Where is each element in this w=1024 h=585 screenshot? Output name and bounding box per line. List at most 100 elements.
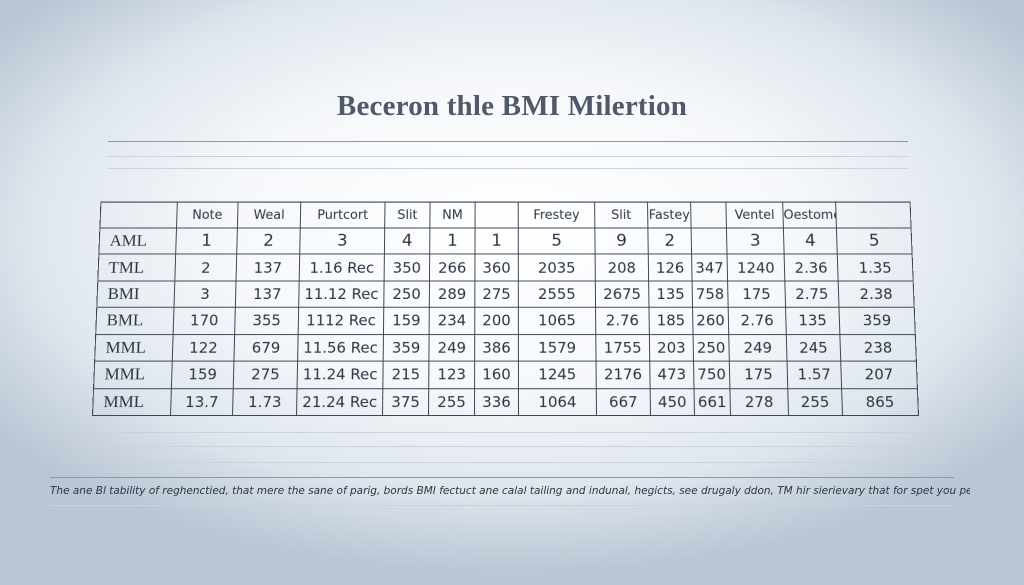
table-cell: 137 <box>236 254 300 281</box>
table-cell: 170 <box>173 308 235 335</box>
table-cell: 336 <box>475 388 519 415</box>
table-cell: 250 <box>384 281 430 308</box>
table-row: TML 2 137 1.16 Rec 350 266 360 2035 208 126 347 124… <box>98 254 913 281</box>
table-cell: 3 <box>300 228 385 254</box>
table-cell: 13.7 <box>171 388 234 415</box>
table-cell <box>691 228 727 254</box>
row-label: MML <box>95 334 173 361</box>
table-cell: 4 <box>783 228 837 254</box>
table-cell: 679 <box>234 334 298 361</box>
table-cell: 208 <box>595 254 649 281</box>
table-cell: 275 <box>475 281 519 308</box>
table-cell: 750 <box>694 361 730 388</box>
row-label: TML <box>98 254 176 281</box>
table-row: BML 170 355 1112 Rec 159 234 200 1065 2.76 185 260… <box>96 308 916 335</box>
column-header <box>691 202 727 228</box>
table-cell: 359 <box>839 308 915 335</box>
table-cell: 207 <box>841 361 918 388</box>
table-cell: 2.36 <box>784 254 838 281</box>
column-header <box>475 202 518 228</box>
table-cell: 266 <box>429 254 474 281</box>
table-cell: 347 <box>692 254 728 281</box>
table-cell: 249 <box>729 334 787 361</box>
footnote-rule <box>50 477 954 478</box>
table-cell: 137 <box>235 281 299 308</box>
column-header: NM <box>430 202 475 228</box>
table-cell: 215 <box>383 361 429 388</box>
table-cell: 1 <box>475 228 518 254</box>
table-cell: 11.56 Rec <box>298 334 384 361</box>
column-header: Weal <box>237 202 300 228</box>
table-cell: 122 <box>172 334 234 361</box>
column-header: Fastey <box>648 202 692 228</box>
table-cell: 350 <box>384 254 430 281</box>
document-title: Beceron thle BMI Milertion <box>0 90 1024 123</box>
divider <box>68 432 940 433</box>
table-cell: 865 <box>842 388 919 415</box>
table-cell: 11.24 Rec <box>297 361 383 388</box>
divider <box>108 168 908 169</box>
table-cell: 1.16 Rec <box>299 254 384 281</box>
table-cell: 175 <box>728 281 786 308</box>
table-cell: 11.12 Rec <box>299 281 384 308</box>
column-header: Oestomer <box>783 202 837 228</box>
table-cell: 2675 <box>595 281 649 308</box>
divider <box>64 446 944 447</box>
table-cell: 5 <box>518 228 595 254</box>
table-cell: 260 <box>693 308 729 335</box>
footnote-text: The ane Bl tability of reghenctied, that… <box>50 485 970 497</box>
column-header <box>836 202 911 228</box>
row-label: BML <box>96 308 174 335</box>
table-cell: 1.35 <box>837 254 913 281</box>
table-cell: 185 <box>649 308 693 335</box>
table-cell: 2.75 <box>785 281 839 308</box>
table-cell: 9 <box>595 228 648 254</box>
table-cell: 1240 <box>727 254 785 281</box>
table-cell: 1 <box>430 228 475 254</box>
table-cell: 135 <box>786 308 840 335</box>
table-cell: 278 <box>730 388 789 415</box>
table-cell: 2 <box>237 228 301 254</box>
table-cell: 3 <box>726 228 784 254</box>
table-cell: 135 <box>649 281 693 308</box>
table-cell: 360 <box>475 254 518 281</box>
table-cell: 1.73 <box>233 388 298 415</box>
table-cell: 667 <box>596 388 650 415</box>
column-header: Ventel <box>726 202 784 228</box>
table-cell: 1755 <box>596 334 650 361</box>
table-row: MML 159 275 11.24 Rec 215 123 160 1245 2176 473 75… <box>94 361 918 388</box>
table-cell: 3 <box>174 281 236 308</box>
table-cell: 1.57 <box>787 361 842 388</box>
title-rule <box>108 141 908 142</box>
table-cell: 255 <box>788 388 843 415</box>
table-header-row: Note Weal Purtcort Slit NM Frestey Slit … <box>100 202 911 228</box>
divider <box>108 156 908 157</box>
table-body: AML 1 2 3 4 1 1 5 9 2 3 4 5 TML 2 137 1.16 Rec 350 266 360 2… <box>93 228 919 416</box>
table-cell: 1064 <box>518 388 596 415</box>
table-cell: 386 <box>475 334 519 361</box>
table-cell: 473 <box>650 361 694 388</box>
table-cell: 5 <box>836 228 912 254</box>
column-header: Purtcort <box>300 202 385 228</box>
divider <box>60 462 948 463</box>
table-cell: 2035 <box>518 254 595 281</box>
table-cell: 359 <box>383 334 429 361</box>
column-header: Slit <box>385 202 430 228</box>
table-cell: 238 <box>840 334 916 361</box>
table-cell: 289 <box>429 281 475 308</box>
table-cell: 2.76 <box>728 308 786 335</box>
table-cell: 1112 Rec <box>298 308 384 335</box>
table-cell: 159 <box>383 308 429 335</box>
table-cell: 175 <box>729 361 787 388</box>
table-cell: 275 <box>233 361 297 388</box>
data-sheet: Note Weal Purtcort Slit NM Frestey Slit … <box>92 202 918 416</box>
table-cell: 250 <box>693 334 729 361</box>
table-cell: 661 <box>694 388 730 415</box>
table-row: MML 13.7 1.73 21.24 Rec 375 255 336 1064 667 450 6… <box>93 388 919 415</box>
table-cell: 126 <box>648 254 692 281</box>
table-cell: 2555 <box>518 281 595 308</box>
table-cell: 123 <box>429 361 475 388</box>
table-cell: 245 <box>786 334 840 361</box>
table-cell: 2.76 <box>596 308 650 335</box>
bmi-table: Note Weal Purtcort Slit NM Frestey Slit … <box>92 202 919 416</box>
